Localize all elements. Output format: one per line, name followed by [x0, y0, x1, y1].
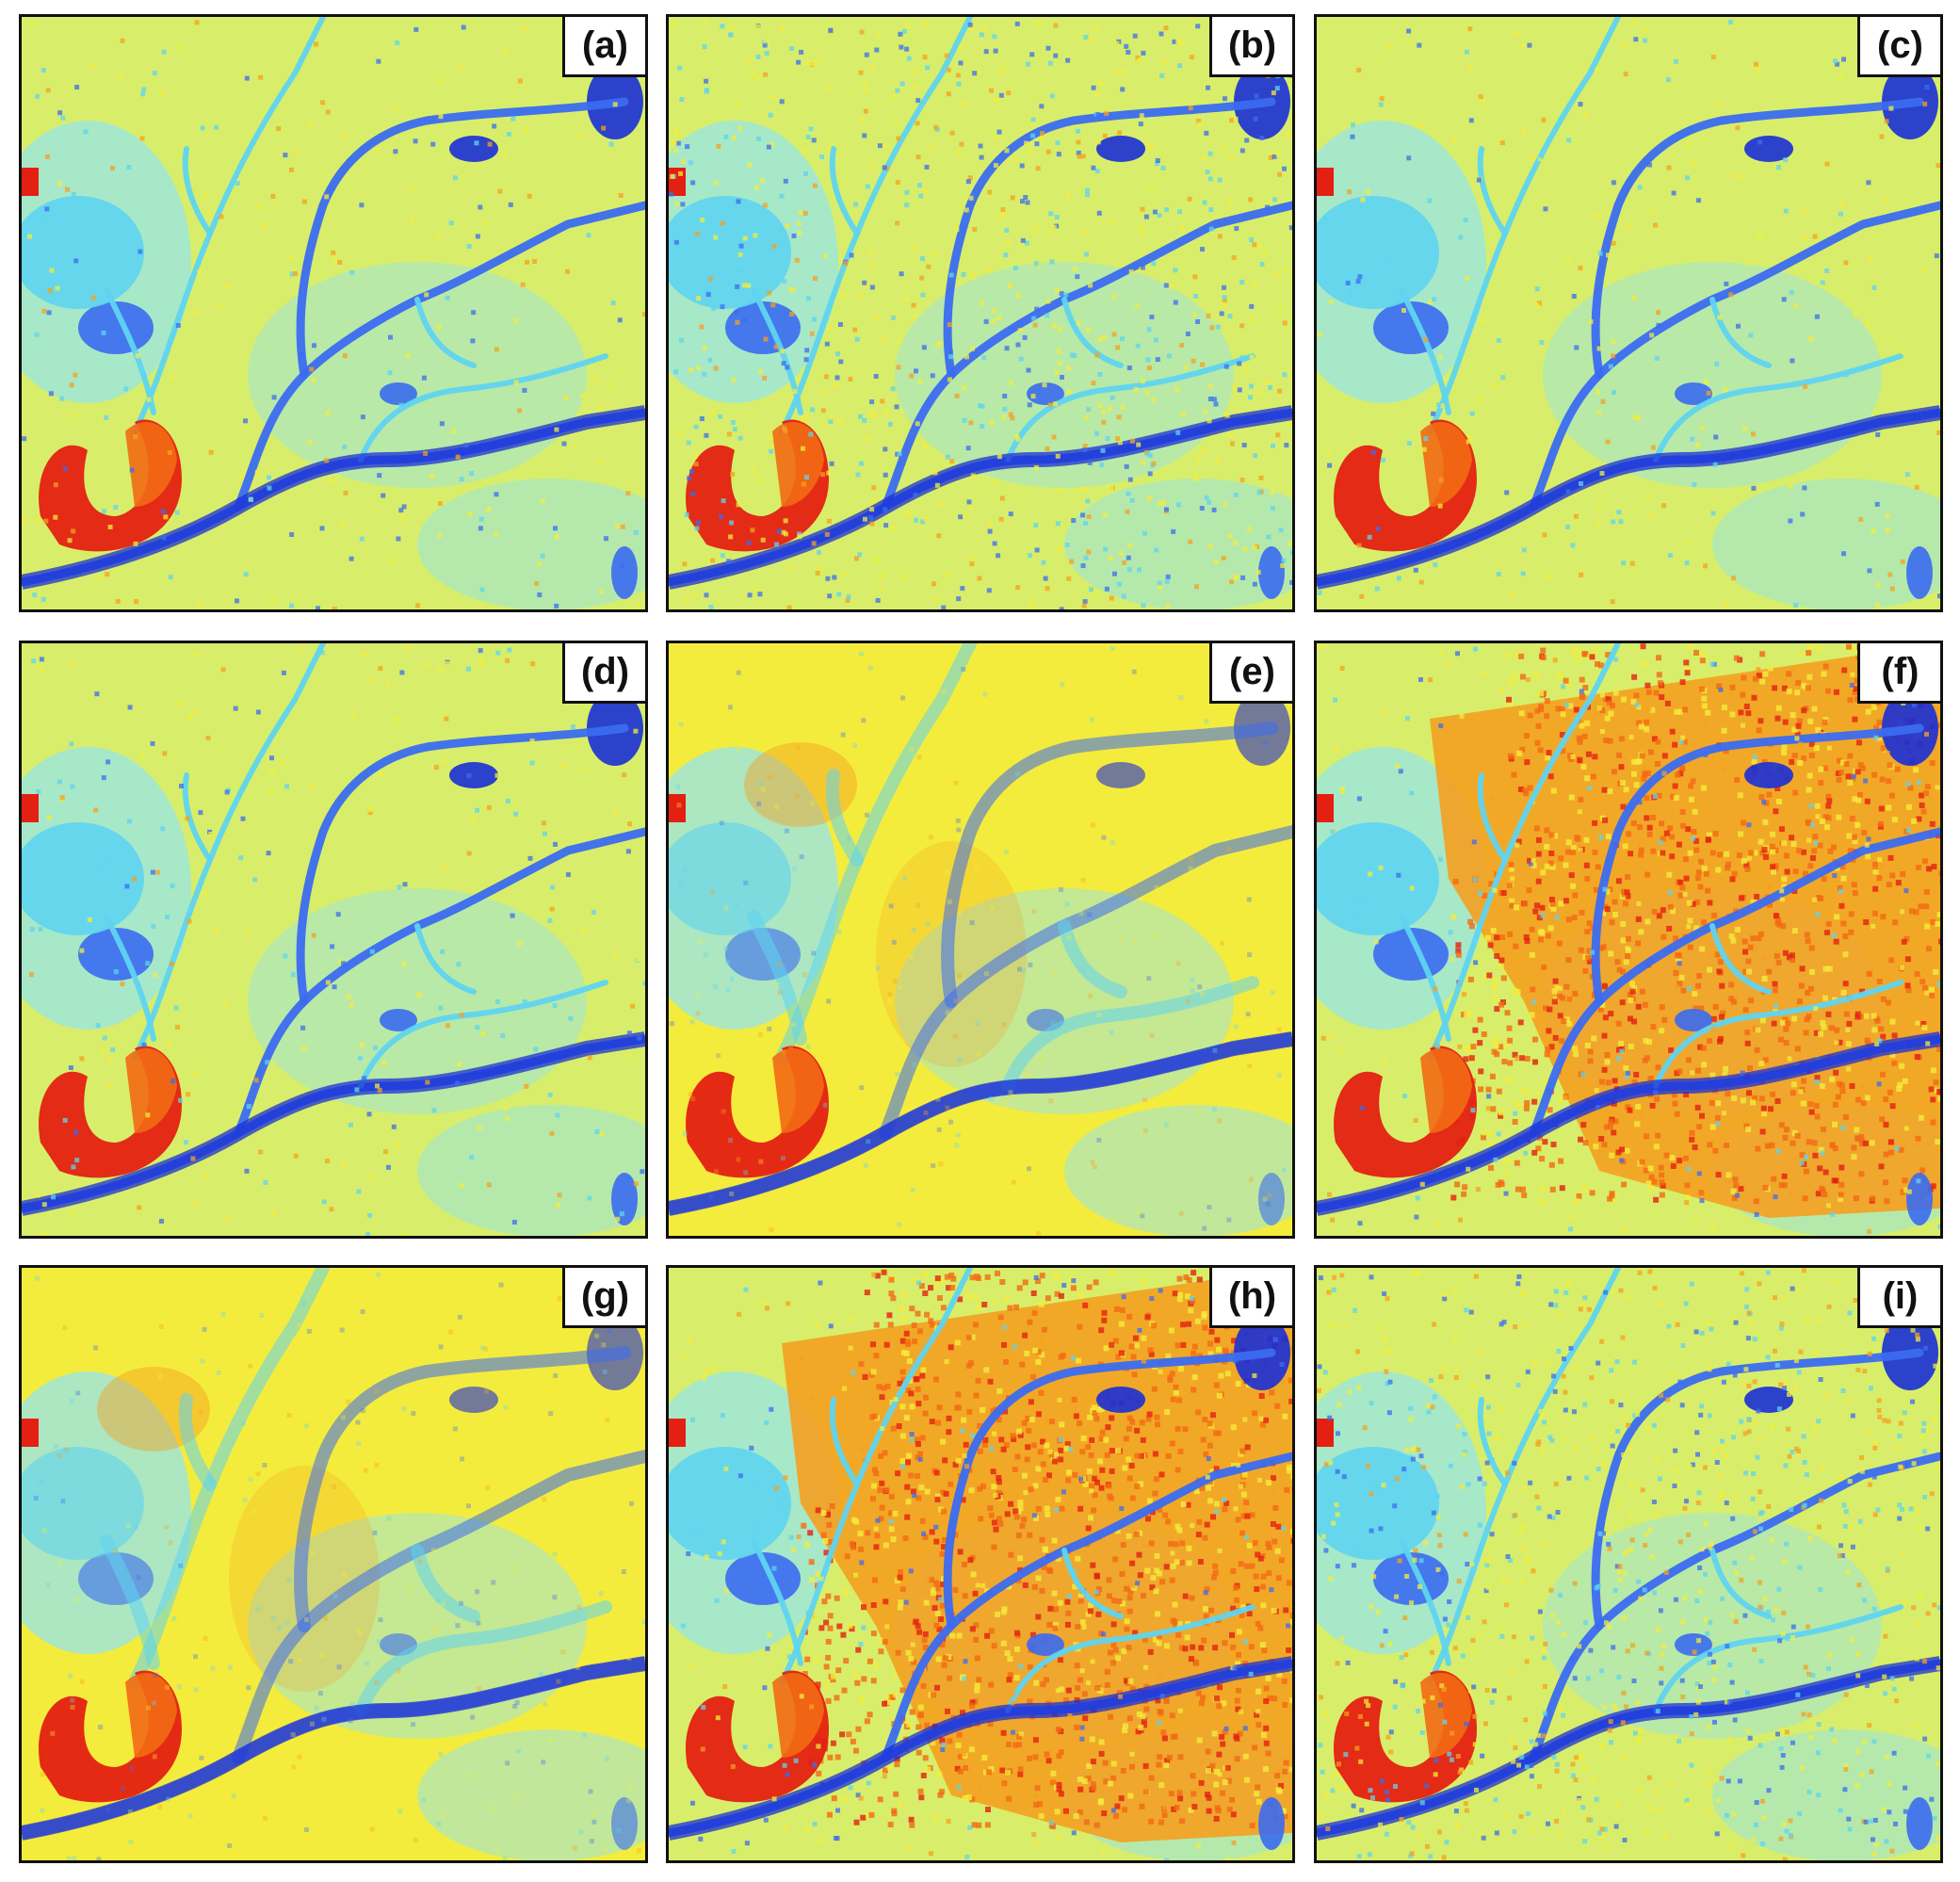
panel-label-c: (c)	[1857, 17, 1940, 77]
panel-b-image	[669, 17, 1292, 609]
panel-e: (e)	[666, 641, 1295, 1239]
panel-i: (i)	[1314, 1265, 1943, 1863]
panel-g-image	[22, 1268, 645, 1860]
panel-label-e: (e)	[1209, 643, 1292, 704]
panel-label-h: (h)	[1209, 1268, 1292, 1328]
panel-d: (d)	[19, 641, 648, 1239]
panel-f-image	[1317, 643, 1940, 1236]
panel-f: (f)	[1314, 641, 1943, 1239]
panel-g: (g)	[19, 1265, 648, 1863]
panel-label-d: (d)	[562, 643, 645, 704]
panel-a: (a)	[19, 14, 648, 612]
panel-b: (b)	[666, 14, 1295, 612]
panel-label-i: (i)	[1857, 1268, 1940, 1328]
panel-i-image	[1317, 1268, 1940, 1860]
panel-label-a: (a)	[562, 17, 645, 77]
panel-c: (c)	[1314, 14, 1943, 612]
panel-label-f: (f)	[1857, 643, 1940, 704]
panel-d-image	[22, 643, 645, 1236]
panel-h: (h)	[666, 1265, 1295, 1863]
panel-e-image	[669, 643, 1292, 1236]
panel-h-image	[669, 1268, 1292, 1860]
panel-c-image	[1317, 17, 1940, 609]
panel-a-image	[22, 17, 645, 609]
panel-label-g: (g)	[562, 1268, 645, 1328]
panel-label-b: (b)	[1209, 17, 1292, 77]
